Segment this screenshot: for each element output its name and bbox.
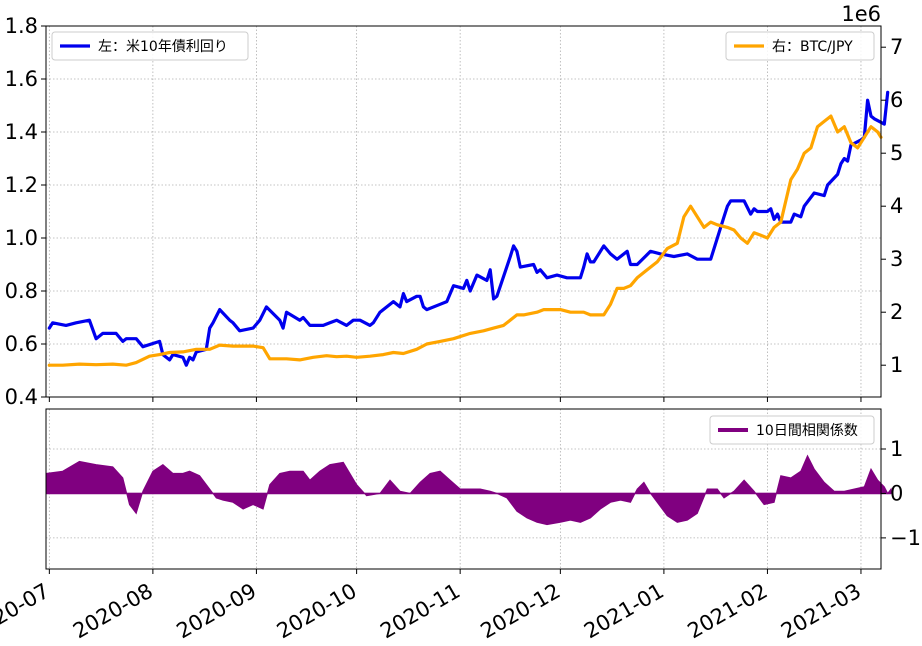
- correlation-area: [45, 454, 892, 526]
- top-series-lines: [47, 90, 890, 367]
- legend-box: [51, 31, 249, 61]
- x-tick-label: 2021-03: [777, 579, 865, 642]
- y-left-tick-label: 1.8: [5, 14, 38, 38]
- y-left-tick-label: 0.8: [5, 279, 38, 303]
- x-tick-label: 2020-07: [0, 579, 53, 642]
- y-right-tick-label: 6: [890, 88, 903, 112]
- top-plot-frame: [45, 25, 882, 398]
- legend-label: 左：米10年債利回り: [98, 39, 228, 55]
- legend-box: [725, 31, 875, 61]
- legends: 左：米10年債利回り 右：BTC/JPY 10日間相関係数: [51, 31, 875, 445]
- x-tick-label: 2021-01: [580, 579, 668, 642]
- y-left-tick-label: 1.0: [5, 226, 38, 250]
- y-right-tick-label: 4: [890, 194, 903, 218]
- x-tick-label: 2021-02: [684, 579, 772, 642]
- x-tick-label: 2020-12: [476, 579, 564, 642]
- legend-label: 10日間相関係数: [756, 423, 858, 439]
- y-left-tick-label: 0.4: [5, 385, 38, 409]
- y-left-tick-label: 0.6: [5, 332, 38, 356]
- y-right-tick-label: 0: [890, 481, 903, 505]
- y-left-tick-label: 1.2: [5, 173, 38, 197]
- legend-left: 左：米10年債利回り: [51, 31, 249, 61]
- y-right-exponent-label: 1e6: [841, 2, 881, 26]
- y-right-tick-label: 5: [890, 141, 903, 165]
- x-tick-label: 2020-10: [273, 579, 361, 642]
- legend-right: 右：BTC/JPY: [725, 31, 875, 61]
- x-tick-label: 2020-11: [376, 579, 464, 642]
- y-right-tick-label: 2: [890, 300, 903, 324]
- legend-label: 右：BTC/JPY: [772, 39, 853, 55]
- legend-bottom: 10日間相関係数: [709, 415, 875, 445]
- y-right-tick-label: 1: [890, 437, 903, 461]
- correlation-fill: [45, 454, 892, 526]
- bottom-plot-frame: [45, 408, 882, 570]
- y-right-tick-label: 7: [890, 35, 903, 59]
- y-right-tick-label: 3: [890, 247, 903, 271]
- x-tick-label: 2020-09: [173, 579, 261, 642]
- y-left-tick-label: 1.4: [5, 120, 38, 144]
- y-right-tick-label: −1: [890, 526, 921, 550]
- y-right-tick-label: 1: [890, 353, 903, 377]
- x-tick-label: 2020-08: [69, 579, 157, 642]
- y-left-tick-label: 1.6: [5, 67, 38, 91]
- legend-box: [709, 415, 875, 445]
- yield-line: [47, 90, 890, 367]
- btc-line: [47, 114, 883, 367]
